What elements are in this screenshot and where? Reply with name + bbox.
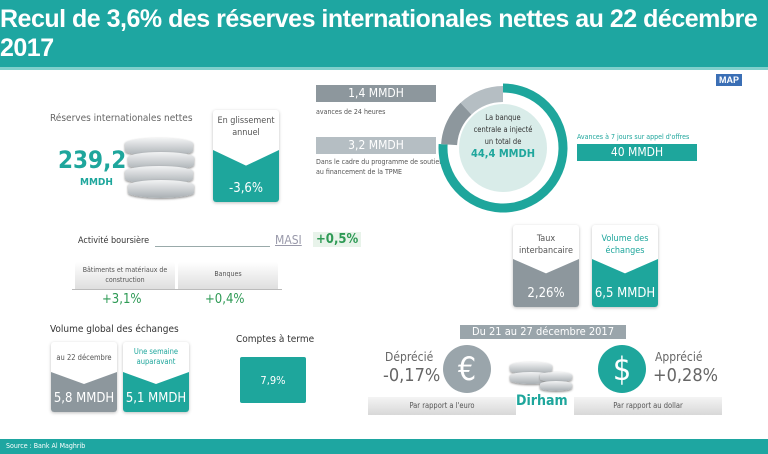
dirham-period: Du 21 au 27 décembre 2017: [460, 325, 626, 339]
donut-segment-3: [438, 83, 568, 213]
interbank-rate-card: Taux interbancaire 2,26%: [513, 225, 579, 307]
donut-segment-1: [441, 102, 472, 146]
injection-item-1-desc: avances de 24 heures: [316, 108, 386, 116]
dollar-ref: Par rapport au dollar: [574, 397, 722, 415]
euro-status: Déprécié: [385, 350, 434, 364]
bourse-line: [155, 246, 270, 247]
injection-item-1-value: 1,4 MMDH: [316, 85, 436, 102]
sector-tab-1: Bâtiments et matériaux de construction: [75, 262, 175, 290]
donut-center: La banque centrale a injecté un total de…: [465, 112, 541, 160]
reserves-unit: MMDH: [80, 177, 113, 188]
interbank-rate-value: 2,26%: [513, 259, 579, 307]
injection-donut-chart: [438, 83, 568, 213]
dollar-icon: $: [598, 345, 646, 393]
annual-change-label: En glissement annuel: [217, 116, 275, 138]
volume-card-current-label: au 22 décembre: [56, 353, 112, 362]
injection-item-2-value: 3,2 MMDH: [316, 137, 436, 154]
map-logo: MAP: [716, 74, 742, 86]
donut-total: 44,4 MMDH: [470, 147, 536, 160]
bourse-label: Activité boursière: [78, 236, 150, 246]
sector-divider: [72, 289, 282, 290]
page-title: Recul de 3,6% des réserves international…: [0, 0, 768, 70]
donut-center-line-2: centrale a injecté: [473, 125, 533, 134]
annual-change-value: -3,6%: [213, 150, 279, 202]
dirham-coins-icon: [510, 362, 576, 402]
masi-change: +0,5%: [313, 232, 362, 247]
interbank-rate-label: Taux interbancaire: [519, 234, 573, 256]
volume-card-previous: Une semaine auparavant 5,1 MMDH: [123, 342, 189, 412]
injection-item-2-desc: Dans le cadre du programme de soutien au…: [316, 158, 444, 176]
volume-card-current: au 22 décembre 5,8 MMDH: [51, 342, 117, 412]
dollar-change: +0,28%: [653, 365, 719, 386]
dirham-label: Dirham: [516, 393, 568, 409]
donut-center-line-1: La banque: [485, 113, 521, 122]
masi-label: MASI: [275, 233, 302, 247]
euro-change: -0,17%: [383, 365, 441, 386]
reserves-label: Réserves internationales nettes: [50, 113, 193, 124]
annual-change-card: En glissement annuel -3,6%: [213, 110, 279, 202]
volume-card-previous-value: 5,1 MMDH: [123, 372, 189, 412]
volume-card-previous-label: Une semaine auparavant: [133, 347, 179, 366]
interbank-volume-card: Volume des échanges 6,5 MMDH: [592, 225, 658, 307]
donut-segment-2: [460, 86, 504, 115]
comptes-value: 7,9%: [240, 357, 306, 403]
injection-item-3-desc: Avances à 7 jours sur appel d'offres: [577, 133, 690, 141]
dollar-status: Apprécié: [655, 350, 703, 364]
comptes-label: Comptes à terme: [236, 334, 315, 345]
interbank-volume-label: Volume des échanges: [601, 234, 649, 256]
injection-item-3-value: 40 MMDH: [577, 144, 697, 161]
euro-icon: €: [443, 345, 491, 393]
reserves-value: 239,2: [58, 146, 127, 174]
interbank-volume-value: 6,5 MMDH: [592, 259, 658, 307]
donut-center-line-3: un total de: [484, 137, 522, 146]
coins-stack-icon: [125, 138, 195, 200]
donut-inner-fill: [459, 104, 547, 192]
sector-tab-2: Banques: [178, 262, 278, 290]
volume-label: Volume global des échanges: [50, 324, 179, 335]
source-footer: Source : Bank Al Maghrib: [0, 439, 768, 454]
sector-1-change: +3,1%: [102, 292, 142, 307]
euro-ref: Par rapport a l'euro: [368, 397, 516, 415]
sector-2-change: +0,4%: [205, 292, 245, 307]
